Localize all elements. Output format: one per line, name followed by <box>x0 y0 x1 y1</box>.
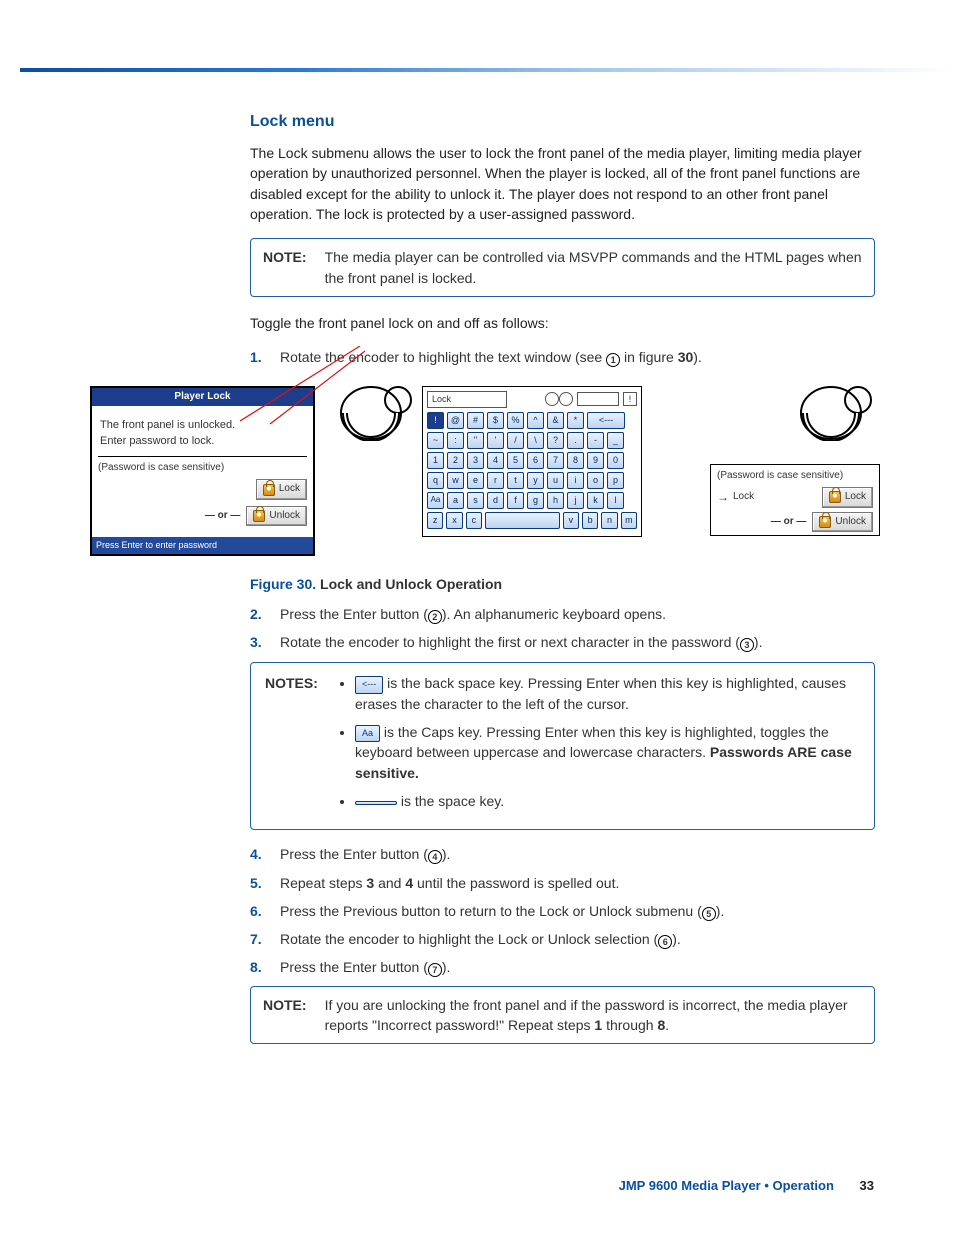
unlock-button-2[interactable]: Unlock <box>812 512 873 533</box>
page-content: Lock menu The Lock submenu allows the us… <box>250 110 875 1060</box>
header-rule <box>20 68 954 72</box>
space-icon <box>355 801 397 805</box>
panel-title: Player Lock <box>92 388 313 407</box>
step-4: 4. Press the Enter button (4). <box>250 844 875 864</box>
notes-box: NOTES: <--- is the back space key. Press… <box>250 662 875 830</box>
note-bullet-3: is the space key. <box>355 791 860 811</box>
unlock-button[interactable]: Unlock <box>246 506 307 527</box>
page-footer: JMP 9600 Media Player • Operation 33 <box>619 1178 874 1193</box>
backspace-key[interactable]: <--- <box>587 412 625 429</box>
caps-icon: Aa <box>355 725 380 742</box>
lock-button[interactable]: Lock <box>256 479 307 500</box>
encoder-knob-2[interactable] <box>790 386 873 441</box>
step-7: 7. Rotate the encoder to highlight the L… <box>250 929 875 949</box>
player-lock-panel: Player Lock The front panel is unlocked.… <box>90 386 315 556</box>
figure-30: Player Lock The front panel is unlocked.… <box>90 376 880 566</box>
section-heading: Lock menu <box>250 110 875 133</box>
step-8: 8. Press the Enter button (7). <box>250 957 875 977</box>
scroll-indicator <box>545 392 573 406</box>
note-bullet-2: Aa is the Caps key. Pressing Enter when … <box>355 722 860 783</box>
intro-paragraph: The Lock submenu allows the user to lock… <box>250 143 875 224</box>
kbd-title: Lock <box>427 391 507 408</box>
lock-button-2[interactable]: Lock <box>822 487 873 508</box>
encoder-knob-1[interactable] <box>330 386 413 441</box>
key[interactable]: ! <box>427 412 444 429</box>
step-6: 6. Press the Previous button to return t… <box>250 901 875 921</box>
lock-icon <box>829 491 841 503</box>
step-3: 3. Rotate the encoder to highlight the f… <box>250 632 875 652</box>
note-box-3: NOTE: If you are unlocking the front pan… <box>250 986 875 1045</box>
circled-1: 1 <box>606 353 620 367</box>
toggle-intro: Toggle the front panel lock on and off a… <box>250 313 875 333</box>
lock-icon <box>263 484 275 496</box>
panel-footer: Press Enter to enter password <box>92 537 313 554</box>
step-5: 5. Repeat steps 3 and 4 until the passwo… <box>250 873 875 893</box>
step-1: 1. Rotate the encoder to highlight the t… <box>250 347 875 367</box>
unlock-icon <box>819 516 831 528</box>
unlock-icon <box>253 510 265 522</box>
space-key[interactable] <box>485 512 560 529</box>
keyboard-panel: Lock ! ! @ # $ % ^ & * <--- ~:"'/\?.-_ 1… <box>422 386 642 537</box>
note-label: NOTE: <box>263 247 307 288</box>
kbd-row-sym1: ! @ # $ % ^ & * <--- <box>427 412 637 429</box>
note-bullet-1: <--- is the back space key. Pressing Ent… <box>355 673 860 714</box>
step-2: 2. Press the Enter button (2). An alphan… <box>250 604 875 624</box>
right-lock-panel: (Password is case sensitive) → Lock Lock… <box>710 464 880 536</box>
note-box-1: NOTE: The media player can be controlled… <box>250 238 875 297</box>
backspace-icon: <--- <box>355 676 383 693</box>
note-text: The media player can be controlled via M… <box>325 247 862 288</box>
caps-key[interactable]: Aa <box>427 492 444 509</box>
figure-caption: Figure 30. Lock and Unlock Operation <box>250 574 875 594</box>
